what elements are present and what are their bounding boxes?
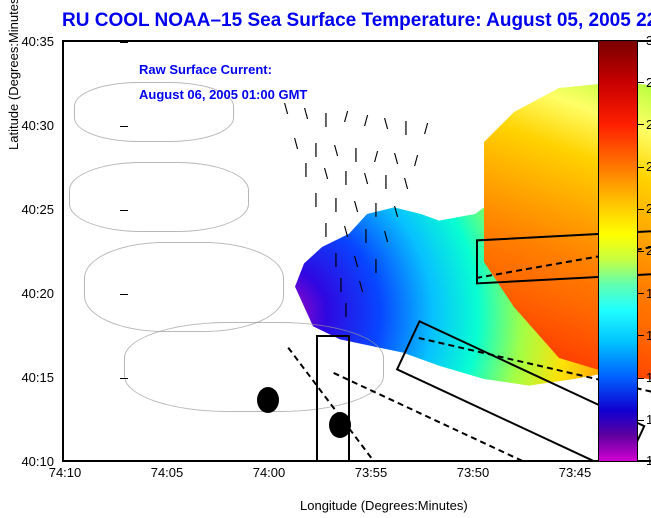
colorbar-tick xyxy=(638,167,644,168)
y-axis-title: Latitude (Degrees:Minutes) xyxy=(6,130,21,150)
station-marker-dot xyxy=(257,387,279,413)
y-tick-label: 40:20 xyxy=(8,286,54,301)
colorbar-tick-label: 22 xyxy=(646,201,651,216)
x-tick-label: 74:00 xyxy=(244,465,294,480)
y-tick-mark xyxy=(120,126,128,127)
y-tick-mark xyxy=(120,294,128,295)
x-tick-label: 73:55 xyxy=(346,465,396,480)
current-vector-field: \ \ | / / \ | / \ | \ | / \ / | \ | \ | xyxy=(274,102,484,352)
x-tick-label: 73:45 xyxy=(550,465,600,480)
colorbar-tick-label: 26 xyxy=(646,117,651,132)
colorbar-tick xyxy=(638,420,644,421)
annotation-line-2: August 06, 2005 01:00 GMT xyxy=(139,87,307,102)
shipping-lane-vertical xyxy=(316,335,350,462)
x-axis-title: Longitude (Degrees:Minutes) xyxy=(300,498,468,513)
colorbar-tick xyxy=(638,335,644,336)
chart-title: RU COOL NOAA–15 Sea Surface Temperature:… xyxy=(62,10,651,32)
y-tick-mark xyxy=(120,378,128,379)
sst-map-figure: RU COOL NOAA–15 Sea Surface Temperature:… xyxy=(0,0,651,518)
station-marker-dot xyxy=(329,412,351,438)
y-tick-mark xyxy=(120,42,128,43)
colorbar-tick-label: 16 xyxy=(646,328,651,343)
colorbar-tick-label: 24 xyxy=(646,159,651,174)
colorbar-tick xyxy=(638,40,644,41)
annotation-line-1: Raw Surface Current: xyxy=(139,62,272,77)
y-tick-label: 40:25 xyxy=(8,202,54,217)
colorbar-tick xyxy=(638,378,644,379)
colorbar-tick-label: 14 xyxy=(646,370,651,385)
colorbar-gradient xyxy=(598,40,638,462)
x-tick-label: 74:05 xyxy=(142,465,192,480)
bathymetry-contour xyxy=(69,162,249,232)
colorbar-tick xyxy=(638,209,644,210)
colorbar-tick xyxy=(638,293,644,294)
y-tick-mark xyxy=(120,210,128,211)
colorbar-tick xyxy=(638,251,644,252)
colorbar-tick-label: 10 xyxy=(646,453,651,468)
colorbar-tick-label: 28 xyxy=(646,75,651,90)
figure-clip: RU COOL NOAA–15 Sea Surface Temperature:… xyxy=(0,0,651,518)
x-tick-label: 74:10 xyxy=(40,465,90,480)
colorbar-tick-label: 20 xyxy=(646,243,651,258)
plot-area: \ \ | / / \ | / \ | \ | / \ / | \ | \ | xyxy=(62,40,651,462)
x-tick-label: 73:50 xyxy=(448,465,498,480)
bathymetry-contour xyxy=(84,242,284,332)
colorbar-tick xyxy=(638,124,644,125)
colorbar-tick xyxy=(638,82,644,83)
colorbar-widget: 30 28 26 24 22 20 18 16 14 12 10 Tempera… xyxy=(598,40,638,462)
colorbar-tick-label: 18 xyxy=(646,286,651,301)
colorbar-tick-label: 30 xyxy=(646,33,651,48)
colorbar-tick-label: 12 xyxy=(646,412,651,427)
y-tick-label: 40:15 xyxy=(8,370,54,385)
colorbar-tick xyxy=(638,460,644,461)
